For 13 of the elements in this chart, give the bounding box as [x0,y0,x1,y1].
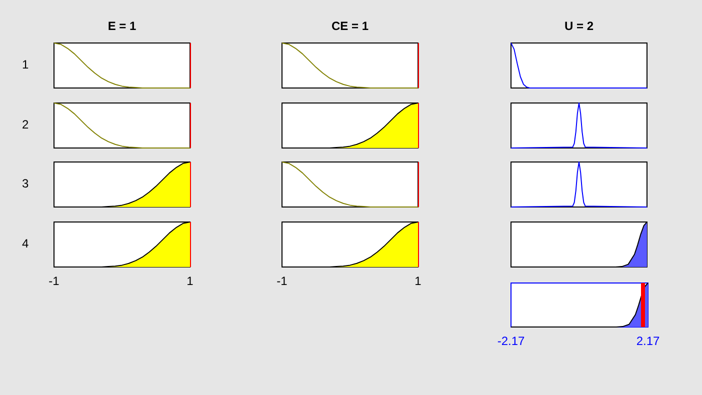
x-tick-label: 1 [414,274,422,288]
x-tick-label: -1 [276,274,288,288]
chart-title: E = 1 [108,19,136,33]
y-axis-title: 4 [22,236,29,250]
x-tick-label: -1 [48,274,60,288]
y-axis-title: 3 [22,176,29,190]
chart-title: U = 2 [564,19,594,33]
x-tick-label: 1 [186,274,194,288]
chart-title: CE = 1 [331,19,369,33]
y-axis-title: 2 [22,118,29,132]
y-axis-title: 1 [22,58,29,72]
x-tick-label: -2.17 [497,334,525,348]
x-tick-label: 2.17 [636,334,660,348]
